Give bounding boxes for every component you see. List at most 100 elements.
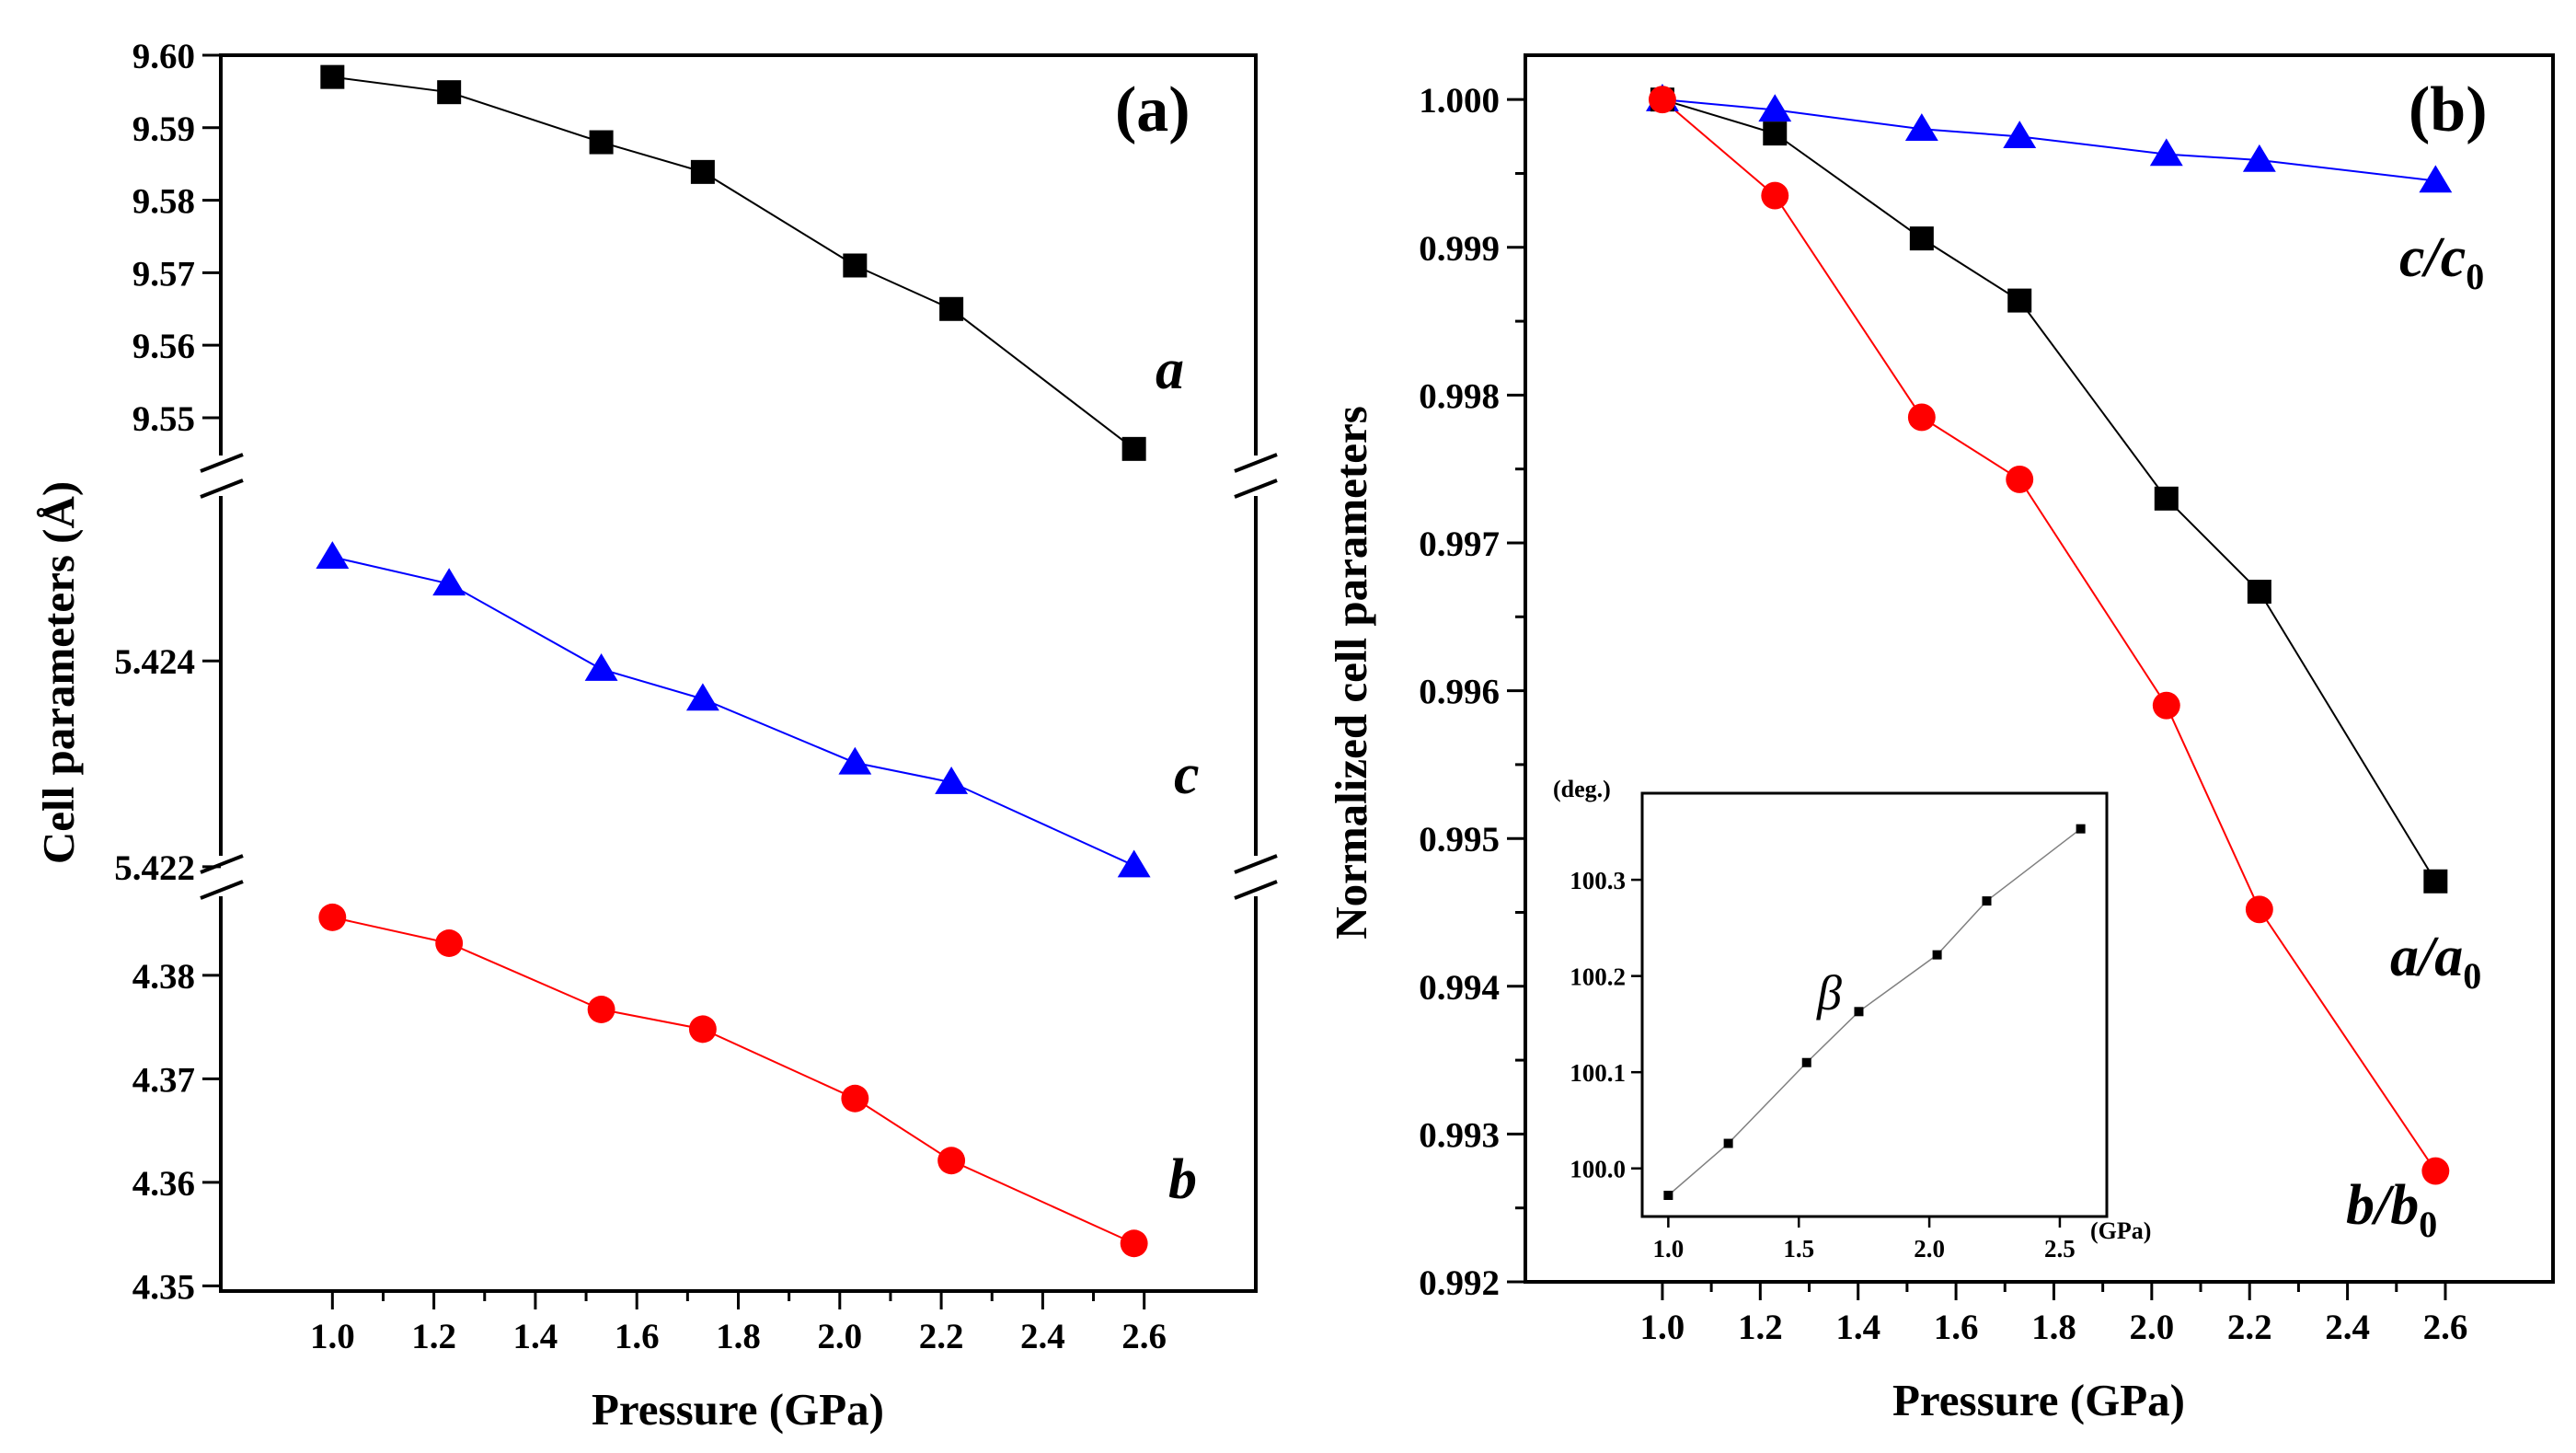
series-line-a-a0 — [1662, 98, 2437, 882]
series-label-b-b0-main: b/b — [2346, 1174, 2419, 1237]
marker-b-b0 — [2421, 1157, 2450, 1185]
series-label-b: b — [1168, 1148, 1197, 1211]
inset-y-ticks: 100.0 100.1 100.2 100.3 — [1570, 867, 1642, 1183]
inset-x-tick-label: 2.0 — [1914, 1235, 1945, 1263]
panel-b-markers — [1645, 83, 2453, 1185]
marker-c-c0 — [2003, 121, 2037, 149]
panel-a-y-ticks: 9.60 9.59 9.58 9.57 9.56 9.55 5.424 5.422 4.38 4.… — [114, 37, 221, 1307]
y-tick-label: 9.58 — [132, 182, 195, 222]
marker-a-a0 — [1909, 226, 1934, 251]
marker-beta — [1801, 1057, 1811, 1067]
marker-c-c0 — [1904, 113, 1938, 142]
marker-beta — [1723, 1138, 1733, 1148]
y-tick-label: 9.57 — [132, 254, 195, 294]
marker-beta — [2076, 824, 2086, 834]
panel-a-x-ticks: 1.0 1.2 1.4 1.6 1.8 2.0 2.2 2.4 2.6 — [310, 1291, 1167, 1356]
y-tick-label: 4.36 — [132, 1164, 195, 1204]
marker-b-b0 — [2152, 691, 2180, 720]
inset-y-tick-label: 100.3 — [1570, 867, 1626, 894]
x-tick-label: 1.0 — [310, 1317, 355, 1356]
marker-b — [937, 1147, 966, 1175]
series-label-b-b0: b/b0 — [2346, 1174, 2437, 1245]
y-tick-label: 0.998 — [1419, 376, 1500, 416]
x-tick-label: 2.2 — [919, 1317, 964, 1356]
marker-beta — [1854, 1007, 1864, 1017]
marker-b-b0 — [1648, 86, 1676, 114]
series-line-a — [332, 75, 1135, 450]
marker-a — [939, 296, 964, 321]
marker-c — [316, 541, 350, 570]
series-line-b — [332, 916, 1135, 1245]
marker-b — [318, 903, 347, 931]
axis-break-lower — [200, 854, 1278, 900]
marker-c-c0 — [2149, 138, 2183, 167]
x-tick-label: 2.0 — [2129, 1308, 2174, 1347]
y-tick-label: 4.35 — [132, 1267, 195, 1307]
x-tick-label: 2.6 — [1121, 1317, 1167, 1356]
panel-a-frame — [219, 53, 1258, 1293]
inset-y-unit-label: (deg.) — [1553, 776, 1611, 802]
panel-a-label: (a) — [1115, 75, 1190, 145]
series-label-a: a — [1156, 339, 1184, 401]
marker-c — [935, 766, 969, 794]
x-tick-label: 1.8 — [716, 1317, 761, 1356]
y-tick-label: 0.994 — [1419, 968, 1500, 1008]
marker-c — [685, 683, 719, 711]
panel-b-frame — [1524, 53, 2555, 1284]
x-tick-label: 1.8 — [2031, 1308, 2076, 1347]
series-label-c-c0: c/c0 — [2399, 226, 2484, 297]
x-tick-label: 2.4 — [1020, 1317, 1065, 1356]
panel-b-y-ticks: 1.000 0.999 0.998 0.997 0.996 0.995 0.994 0.993… — [1419, 81, 1525, 1303]
marker-a-a0 — [2423, 869, 2448, 894]
marker-c-c0 — [2419, 165, 2453, 193]
marker-b — [841, 1084, 869, 1113]
panel-a-x-axis-label: Pressure (GPa) — [592, 1384, 884, 1435]
y-tick-label: 1.000 — [1419, 81, 1500, 121]
y-tick-label: 0.995 — [1419, 820, 1500, 859]
series-label-a-a0-sub: 0 — [2463, 955, 2481, 997]
series-label-a-a0-main: a/a — [2390, 926, 2463, 988]
inset-y-tick-label: 100.1 — [1570, 1059, 1626, 1087]
inset-y-tick-label: 100.2 — [1570, 963, 1626, 991]
marker-c — [838, 746, 872, 775]
marker-b — [435, 929, 464, 957]
panel-b-label: (b) — [2409, 75, 2488, 145]
series-line-c — [332, 556, 1135, 867]
axis-break-upper — [200, 453, 1278, 499]
marker-c-c0 — [2242, 144, 2276, 172]
inset-x-ticks: 1.0 1.5 2.0 2.5 — [1652, 1217, 2076, 1263]
y-tick-label: 0.992 — [1419, 1263, 1500, 1303]
y-tick-label: 4.37 — [132, 1060, 195, 1100]
inset-y-tick-label: 100.0 — [1570, 1156, 1626, 1183]
series-label-c-c0-sub: 0 — [2466, 256, 2484, 297]
y-tick-label: 9.56 — [132, 327, 195, 366]
panel-b-y-axis-label: Normalized cell parameters — [1326, 406, 1376, 940]
inset-x-unit-label: (GPa) — [2090, 1217, 2151, 1244]
marker-c — [432, 568, 466, 596]
x-tick-label: 2.4 — [2325, 1308, 2370, 1347]
y-tick-label: 0.997 — [1419, 525, 1500, 564]
marker-b — [587, 996, 615, 1023]
inset-markers — [1663, 824, 2086, 1200]
marker-b — [1120, 1229, 1148, 1258]
inset-x-tick-label: 1.5 — [1783, 1235, 1814, 1263]
marker-a — [843, 253, 868, 278]
marker-a-a0 — [2247, 579, 2271, 604]
marker-c — [584, 652, 618, 681]
y-tick-label: 0.999 — [1419, 229, 1500, 269]
y-tick-label: 0.996 — [1419, 673, 1500, 712]
marker-b — [688, 1015, 717, 1044]
inset-frame — [1640, 791, 2109, 1218]
series-label-c: c — [1174, 744, 1200, 806]
marker-a — [1121, 436, 1146, 461]
x-tick-label: 2.0 — [817, 1317, 862, 1356]
panel-b-x-ticks: 1.0 1.2 1.4 1.6 1.8 2.0 2.2 2.4 2.6 — [1640, 1282, 2467, 1347]
inset-x-tick-label: 2.5 — [2044, 1235, 2076, 1263]
x-tick-label: 1.0 — [1640, 1308, 1685, 1347]
panel-a-y-axis-label: Cell parameters (Å) — [33, 481, 84, 864]
marker-a-a0 — [2007, 288, 2032, 313]
marker-b-b0 — [1761, 181, 1789, 210]
marker-a — [589, 130, 614, 155]
y-tick-label: 9.59 — [132, 110, 195, 149]
